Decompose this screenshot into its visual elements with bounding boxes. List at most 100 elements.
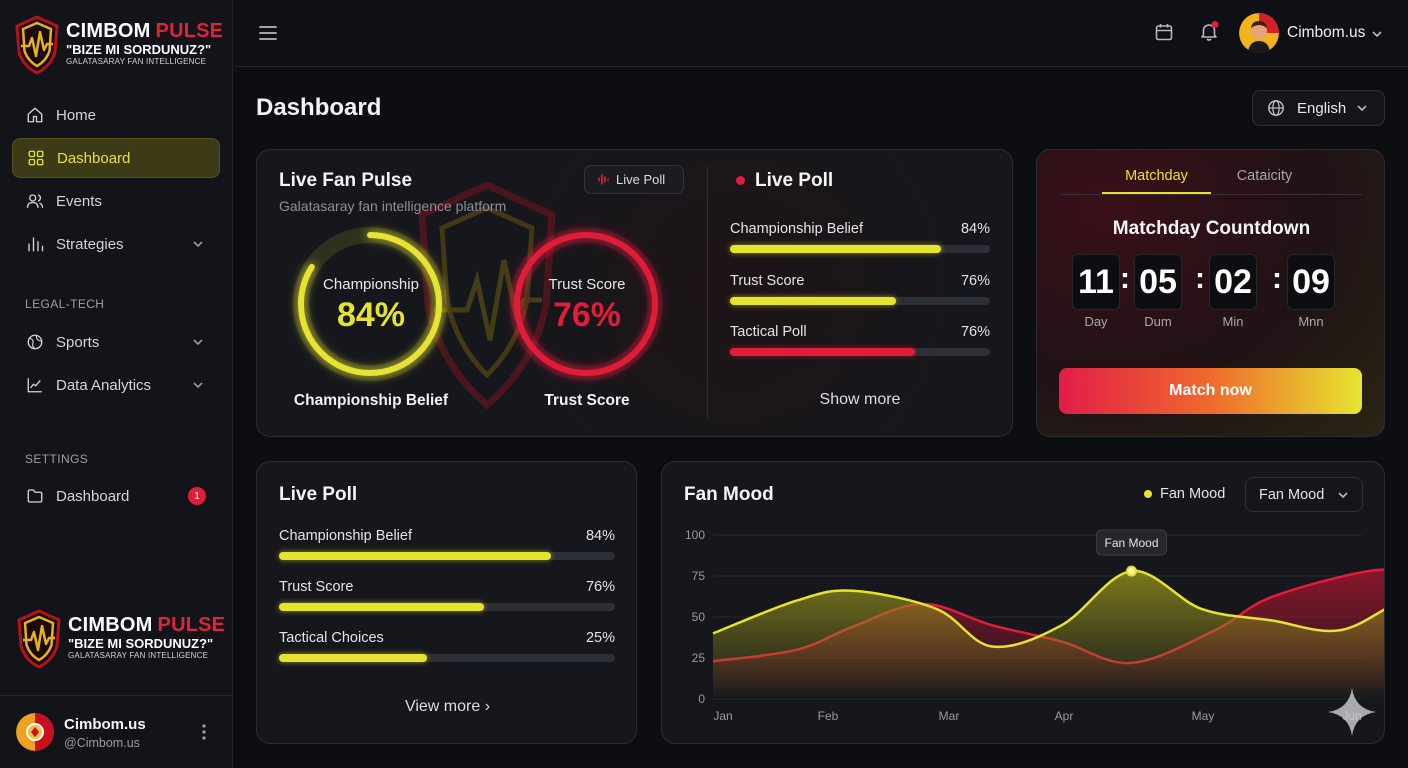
poll-fill-bar bbox=[279, 654, 427, 662]
chevron-down-icon[interactable] bbox=[192, 379, 204, 391]
poll-row-label: Championship Belief bbox=[730, 221, 863, 237]
show-more-link[interactable]: Show more bbox=[819, 391, 901, 408]
poll-row-label: Trust Score bbox=[730, 273, 805, 289]
y-tick-label: 100 bbox=[685, 528, 705, 542]
chart-tooltip-label: Fan Mood bbox=[1104, 536, 1158, 550]
live-poll-button[interactable]: Live Poll bbox=[584, 165, 684, 194]
gauge-ring bbox=[514, 232, 658, 376]
legend-dot bbox=[1144, 490, 1152, 498]
chevron-down-icon bbox=[1338, 491, 1348, 498]
avatar bbox=[16, 713, 54, 751]
countdown-separator: : bbox=[1120, 262, 1130, 295]
section-label-legal: LEGAL-TECH bbox=[25, 297, 105, 311]
x-tick-label: Feb bbox=[818, 709, 839, 723]
x-tick-label: May bbox=[1192, 709, 1215, 723]
more-vertical-icon[interactable] bbox=[198, 722, 210, 742]
poll-row-label: Trust Score bbox=[279, 579, 354, 595]
x-tick-label: Jan bbox=[713, 709, 732, 723]
countdown-seconds: 09 bbox=[1287, 254, 1335, 310]
poll-row: Tactical Choices 25% bbox=[279, 630, 615, 664]
brand-tagline: GALATASARAY FAN INTELLIGENCE bbox=[68, 651, 209, 660]
countdown-separator: : bbox=[1195, 262, 1205, 295]
poll-row: Championship Belief 84% bbox=[730, 221, 990, 255]
tab-matchday[interactable]: Matchday bbox=[1125, 168, 1188, 184]
brand-logo-top[interactable]: CIMBOM PULSE "BIZE MI SORDUNUZ?" GALATASA… bbox=[14, 14, 223, 76]
brand-tagline: GALATASARAY FAN INTELLIGENCE bbox=[66, 57, 207, 66]
fan-mood-select[interactable]: Fan Mood bbox=[1245, 477, 1363, 512]
sidebar-item-label: Events bbox=[56, 192, 102, 210]
sidebar-item-events[interactable]: Events bbox=[12, 181, 220, 221]
pulse-gauges bbox=[293, 227, 663, 381]
topbar-user-name[interactable]: Cimbom.us bbox=[1287, 24, 1366, 41]
chevron-down-icon[interactable] bbox=[1371, 28, 1383, 40]
poll-row-value: 76% bbox=[960, 324, 990, 340]
tab-active-indicator bbox=[1102, 192, 1211, 194]
sidebar-item-sports[interactable]: Sports bbox=[12, 322, 220, 362]
countdown-days: 11 bbox=[1072, 254, 1120, 310]
poll-track bbox=[730, 348, 990, 356]
bell-icon[interactable] bbox=[1197, 20, 1221, 44]
poll-row-label: Tactical Choices bbox=[279, 630, 384, 646]
countdown-title: Matchday Countdown bbox=[1112, 218, 1311, 239]
fan-pulse-title: Live Fan Pulse bbox=[279, 170, 413, 191]
fan-mood-chart: 1007550250JanFebMarAprMayJunFan Mood bbox=[685, 528, 1384, 723]
poll-row-label: Tactical Poll bbox=[730, 324, 807, 340]
poll-track bbox=[279, 654, 615, 662]
sidebar-item-settings-dashboard[interactable]: Dashboard 1 bbox=[12, 476, 220, 516]
gauge-caption-trust: Trust Score bbox=[544, 392, 630, 409]
sidebar: CIMBOM PULSE "BIZE MI SORDUNUZ?" GALATASA… bbox=[0, 0, 233, 768]
line-chart-icon bbox=[27, 378, 42, 393]
poll-row: Tactical Poll 76% bbox=[730, 324, 990, 358]
peak-point[interactable] bbox=[1126, 565, 1137, 577]
y-tick-label: 25 bbox=[692, 651, 706, 665]
x-tick-label: Mar bbox=[939, 709, 960, 723]
countdown-hours: 05 bbox=[1134, 254, 1182, 310]
sidebar-item-home[interactable]: Home bbox=[12, 95, 220, 135]
sidebar-item-data-analytics[interactable]: Data Analytics bbox=[12, 365, 220, 405]
brand-slogan: "BIZE MI SORDUNUZ?" bbox=[68, 636, 214, 651]
brand-name: CIMBOM bbox=[68, 614, 153, 636]
sidebar-item-label: Dashboard bbox=[57, 149, 131, 167]
y-tick-label: 75 bbox=[692, 569, 706, 583]
chevron-down-icon[interactable] bbox=[192, 336, 204, 348]
home-icon bbox=[27, 107, 43, 123]
users-icon bbox=[26, 194, 44, 208]
top-bar: Cimbom.us bbox=[234, 0, 1408, 67]
gauge-caption-championship: Championship Belief bbox=[293, 392, 449, 409]
fan-mood-title: Fan Mood bbox=[684, 484, 774, 505]
gauge-ring bbox=[298, 232, 442, 376]
user-avatar[interactable] bbox=[1239, 13, 1279, 53]
language-select[interactable]: English bbox=[1252, 90, 1385, 126]
audio-wave-icon bbox=[598, 174, 609, 185]
fan-mood-select-value: Fan Mood bbox=[1259, 486, 1325, 503]
globe-icon bbox=[1268, 100, 1284, 116]
match-now-button[interactable]: Match now bbox=[1059, 368, 1362, 414]
brand-name-accent: PULSE bbox=[157, 614, 226, 636]
chevron-down-icon[interactable] bbox=[192, 238, 204, 250]
view-more-link[interactable]: View more › bbox=[404, 698, 491, 715]
legend-label: Fan Mood bbox=[1160, 486, 1226, 502]
poll-track bbox=[279, 552, 615, 560]
poll-track bbox=[730, 297, 990, 305]
gauge-value-championship: 84% bbox=[336, 296, 406, 334]
shield-logo-icon bbox=[15, 15, 59, 75]
sidebar-item-strategies[interactable]: Strategies bbox=[12, 224, 220, 264]
calendar-icon[interactable] bbox=[1154, 22, 1174, 42]
card-divider bbox=[707, 167, 708, 419]
countdown-minutes: 02 bbox=[1209, 254, 1257, 310]
poll-row: Trust Score 76% bbox=[730, 273, 990, 307]
countdown-label: Min bbox=[1222, 314, 1244, 329]
poll-row-value: 76% bbox=[960, 273, 990, 289]
menu-icon[interactable] bbox=[258, 24, 278, 42]
brand-name: CIMBOM bbox=[66, 20, 151, 42]
fan-mood-line bbox=[712, 569, 1384, 649]
poll-fill-bar bbox=[730, 348, 915, 356]
poll-row-value: 76% bbox=[585, 579, 615, 595]
poll-row-value: 84% bbox=[960, 221, 990, 237]
poll-row: Championship Belief 84% bbox=[279, 528, 615, 562]
sidebar-item-dashboard[interactable]: Dashboard bbox=[12, 138, 220, 178]
sidebar-item-label: Strategies bbox=[56, 235, 124, 253]
tab-cataicity[interactable]: Cataicity bbox=[1236, 168, 1293, 184]
sidebar-user-card[interactable]: Cimbom.us @Cimbom.us bbox=[0, 695, 233, 768]
fan-mood-card: Fan Mood Fan Mood Fan Mood 100 75 50 25 0 Jan… bbox=[661, 461, 1385, 744]
